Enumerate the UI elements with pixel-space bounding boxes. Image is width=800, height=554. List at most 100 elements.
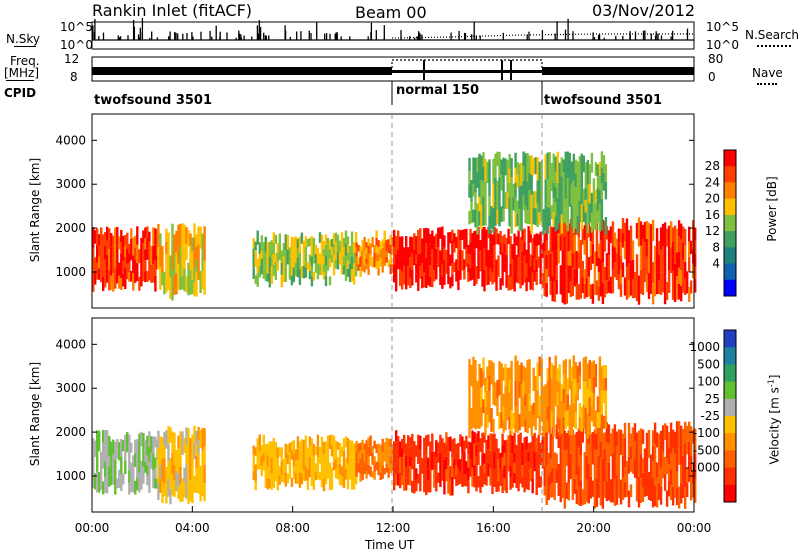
heat-cell xyxy=(423,272,426,288)
heat-cell xyxy=(564,376,567,394)
heat-cell xyxy=(401,448,404,458)
heat-cell xyxy=(528,410,531,429)
heat-cell xyxy=(318,232,322,243)
heat-cell xyxy=(154,275,157,292)
heat-cell xyxy=(312,478,316,491)
heat-cell xyxy=(690,441,693,456)
heat-cell xyxy=(537,256,540,268)
heat-cell xyxy=(104,273,107,288)
heat-cell xyxy=(177,263,180,277)
heat-cell xyxy=(185,445,188,464)
heat-cell xyxy=(371,452,374,459)
heat-cell xyxy=(266,241,269,250)
heat-cell xyxy=(529,468,532,482)
heat-cell xyxy=(568,404,571,420)
heat-cell xyxy=(102,429,105,443)
y-tick-label: 3000 xyxy=(55,177,86,191)
heat-cell xyxy=(524,419,527,432)
heat-cell xyxy=(549,240,552,254)
heat-cell xyxy=(515,236,518,246)
heat-cell xyxy=(177,237,180,251)
heat-cell xyxy=(613,451,617,479)
heat-cell xyxy=(635,478,639,502)
heat-cell xyxy=(500,395,503,412)
heat-cell xyxy=(552,197,555,213)
heat-cell xyxy=(413,249,416,266)
heat-cell xyxy=(457,249,460,270)
heat-cell xyxy=(599,473,603,490)
velocity-heatmap xyxy=(92,355,697,509)
heat-cell xyxy=(431,268,434,288)
heat-cell xyxy=(316,457,320,469)
heat-cell xyxy=(383,254,386,266)
heat-cell xyxy=(393,247,396,265)
heat-cell xyxy=(500,175,503,191)
heat-cell xyxy=(256,272,259,287)
heat-cell xyxy=(649,252,653,266)
heat-cell xyxy=(526,153,529,168)
heat-cell xyxy=(477,239,480,253)
heat-cell xyxy=(559,426,562,452)
heat-cell xyxy=(491,474,494,495)
heat-cell xyxy=(509,263,512,277)
heat-cell xyxy=(473,432,476,444)
heat-cell xyxy=(104,445,107,462)
heat-cell xyxy=(429,234,432,245)
heat-cell xyxy=(637,492,641,508)
heat-cell xyxy=(669,438,673,454)
heat-cell xyxy=(138,249,141,264)
heat-cell xyxy=(409,456,412,467)
heat-cell xyxy=(409,475,412,486)
heat-cell xyxy=(314,446,318,455)
heat-cell xyxy=(581,260,584,277)
heat-cell xyxy=(443,247,446,261)
heat-cell xyxy=(363,468,366,475)
heat-cell xyxy=(667,480,671,497)
heat-cell xyxy=(197,426,200,441)
heat-cell xyxy=(197,453,200,467)
heat-cell xyxy=(528,155,531,173)
heat-cell xyxy=(92,248,95,271)
heat-cell xyxy=(557,248,560,264)
heat-cell xyxy=(191,251,194,266)
heat-cell xyxy=(427,434,430,447)
heat-cell xyxy=(468,398,471,419)
heat-cell xyxy=(397,448,400,461)
heat-cell xyxy=(445,444,448,457)
heat-cell xyxy=(548,170,551,190)
heat-cell xyxy=(455,236,458,249)
heat-cell xyxy=(574,187,577,201)
heat-cell xyxy=(655,432,659,448)
colorbar-swatch xyxy=(724,166,736,183)
heat-cell xyxy=(477,476,480,488)
heat-cell xyxy=(627,456,631,474)
heat-cell xyxy=(566,394,569,411)
heat-cell xyxy=(407,447,410,460)
heat-cell xyxy=(684,278,687,295)
heat-cell xyxy=(498,176,501,202)
heat-cell xyxy=(120,254,123,266)
heat-cell xyxy=(387,438,390,449)
heat-cell xyxy=(96,245,99,263)
heat-cell xyxy=(546,406,549,420)
heat-cell xyxy=(604,377,608,391)
heat-cell xyxy=(563,270,566,288)
heat-cell xyxy=(496,380,499,399)
heat-cell xyxy=(514,152,517,168)
heat-cell xyxy=(346,268,350,277)
heat-cell xyxy=(609,433,613,457)
heat-cell xyxy=(569,250,572,266)
heat-cell xyxy=(397,436,400,449)
heat-cell xyxy=(675,438,679,455)
heat-cell xyxy=(472,399,475,414)
heat-cell xyxy=(506,403,509,421)
heat-cell xyxy=(393,453,396,466)
heat-cell xyxy=(492,183,495,209)
heat-cell xyxy=(663,249,667,277)
heat-cell xyxy=(568,152,571,180)
heat-cell xyxy=(451,275,454,287)
heat-cell xyxy=(584,187,587,200)
heat-cell xyxy=(563,253,566,271)
heat-cell xyxy=(300,473,304,485)
heat-cell xyxy=(357,257,360,265)
